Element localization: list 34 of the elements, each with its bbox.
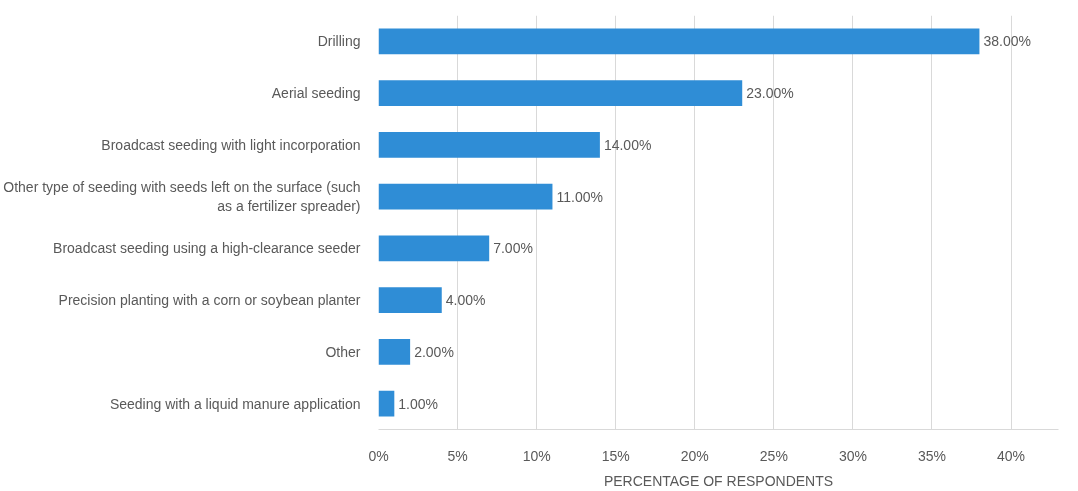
bar — [378, 80, 743, 107]
x-tick-label: 25% — [759, 447, 788, 464]
bar — [378, 131, 600, 158]
y-tick-label: Broadcast seeding using a high-clearance seeder — [53, 240, 361, 257]
bar — [378, 235, 490, 262]
y-tick-label: Broadcast seeding with light incorporation — [101, 136, 361, 153]
y-tick-label: Drilling — [317, 33, 361, 50]
bar — [378, 338, 411, 365]
data-label: 38.00% — [983, 33, 1031, 50]
x-tick-label: 35% — [917, 447, 947, 464]
data-label: 14.00% — [603, 136, 652, 153]
x-tick-label: 0% — [368, 447, 389, 464]
x-axis-title: PERCENTAGE OF RESPONDENTS — [603, 472, 834, 489]
x-tick-label: 30% — [838, 447, 867, 464]
data-label: 4.00% — [445, 292, 486, 309]
x-tick-label: 40% — [997, 447, 1026, 464]
x-tick-label: 15% — [601, 447, 630, 464]
x-tick-label: 10% — [522, 447, 551, 464]
data-label: 23.00% — [746, 85, 794, 102]
y-tick-label: Aerial seeding — [271, 85, 361, 102]
bar — [378, 183, 553, 210]
data-label: 2.00% — [414, 343, 454, 360]
data-label: 11.00% — [556, 188, 603, 205]
x-tick-label: 20% — [680, 447, 709, 464]
bar — [378, 28, 980, 55]
x-tick-label: 5% — [447, 447, 468, 464]
y-tick-label: Other type of seeding with seeds left on the surface (such as a fertilizer spreader) — [3, 179, 361, 215]
y-tick-label: Precision planting with a corn or soybean planter — [58, 292, 361, 309]
bar — [378, 287, 442, 314]
y-tick-label: Other — [325, 343, 361, 360]
data-label: 7.00% — [493, 240, 533, 257]
data-label: 1.00% — [398, 395, 439, 412]
bar — [378, 390, 395, 417]
y-tick-label: Seeding with a liquid manure application — [109, 395, 361, 412]
